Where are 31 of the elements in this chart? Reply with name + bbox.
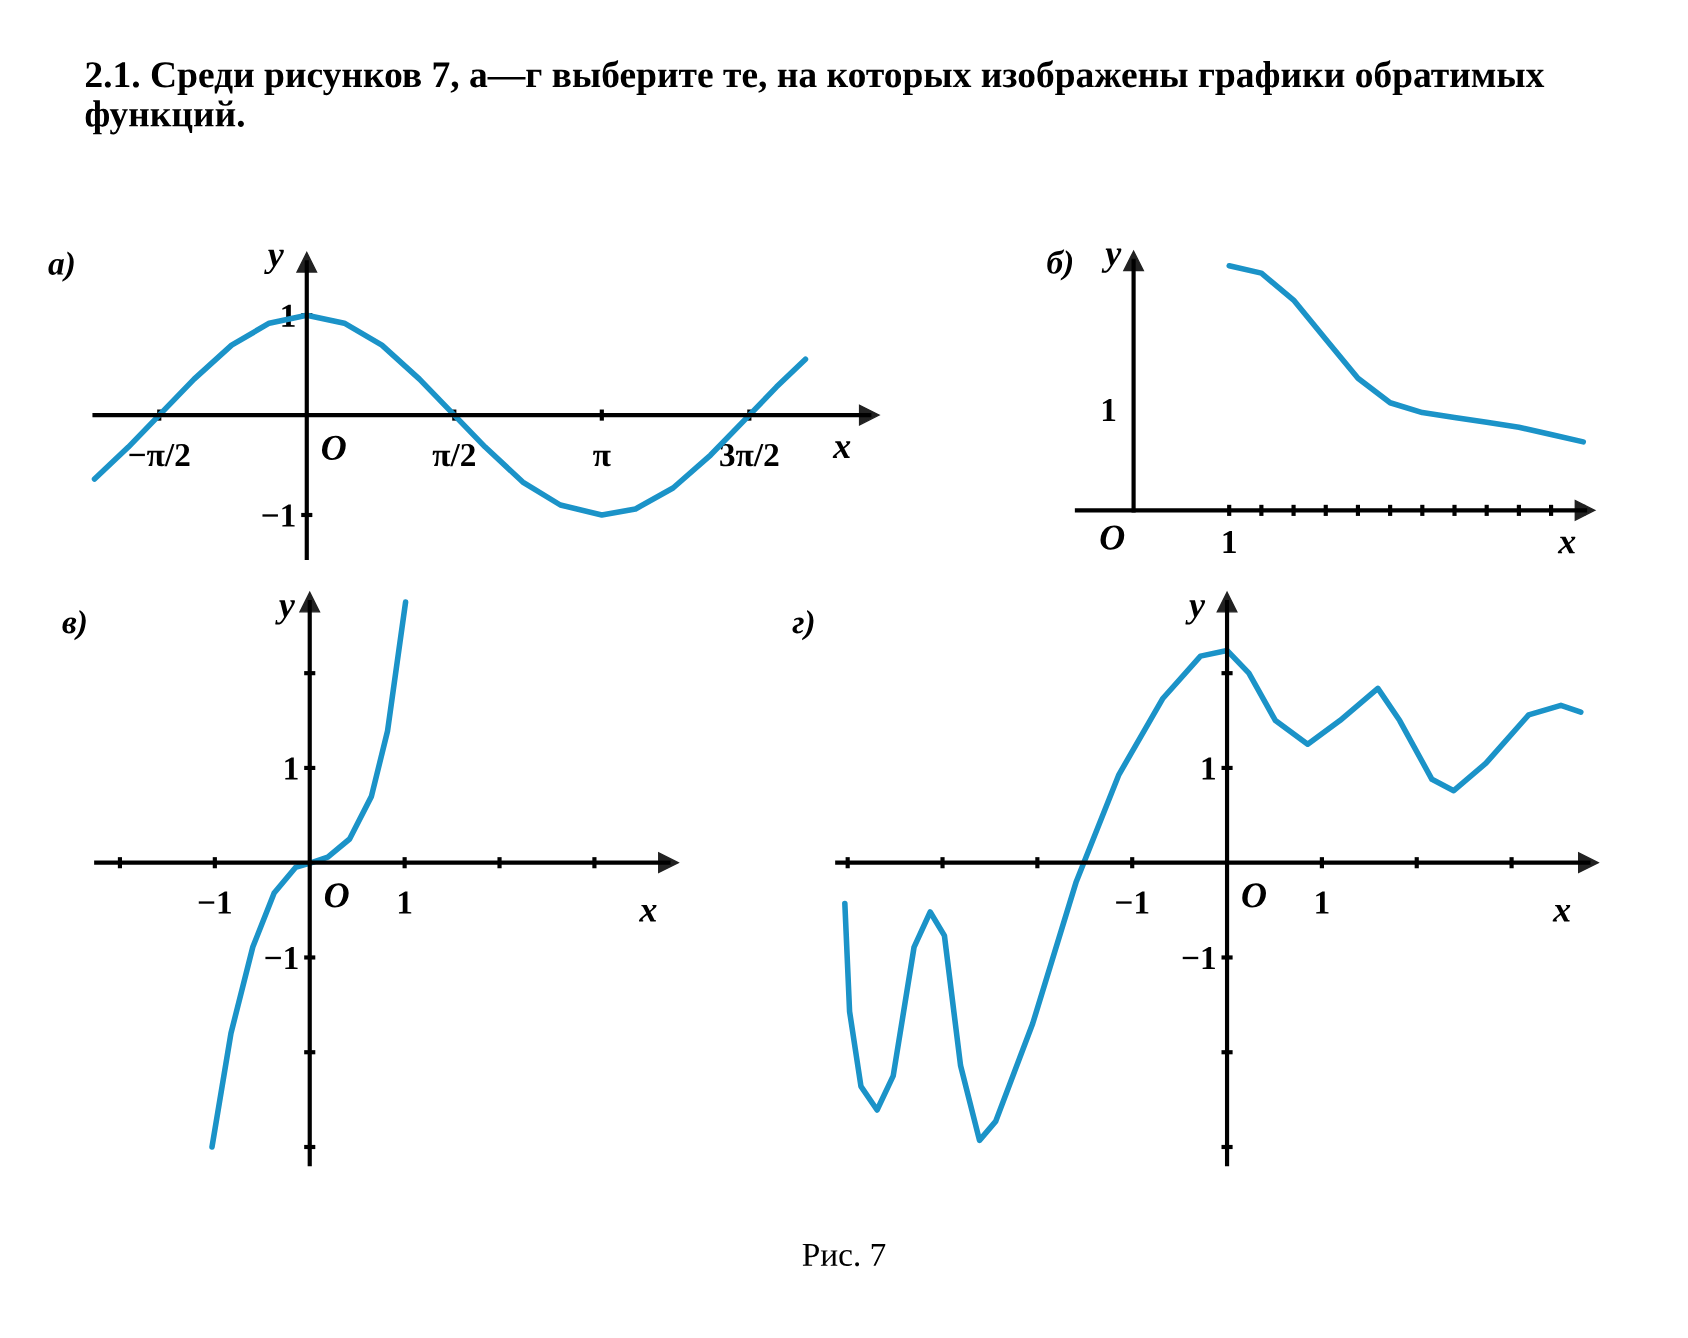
x-tick-label: −1 (198, 891, 231, 914)
x-tick-label: 1 (1316, 891, 1329, 914)
x-axis-title: x (638, 904, 657, 922)
text: 1 (1223, 530, 1236, 553)
y-axis-title: y (1185, 600, 1206, 625)
y-axis-title: y (275, 600, 295, 625)
y-tick-label: −1 (262, 504, 295, 527)
text: O (1100, 525, 1125, 550)
y-axis-title: y (1101, 248, 1122, 273)
y-tick-label: −1 (265, 947, 298, 970)
chart-title: а) (48, 251, 74, 282)
chart-title: в) (62, 609, 86, 641)
x-tick-label: −π/2 (129, 443, 190, 467)
y-tick-label: 1 (285, 757, 298, 780)
x-tick-label: 1 (398, 891, 412, 914)
annotation: O (321, 435, 346, 460)
x-tick-label: π (593, 450, 611, 467)
x-tick-label: π/2 (432, 443, 475, 467)
x-tick-label: −1 (1116, 891, 1149, 914)
text: Рис. 7 (802, 1243, 886, 1267)
chart-title: б) (1047, 249, 1073, 281)
x-axis-title: x (832, 441, 851, 458)
x-axis-title: x (1557, 536, 1576, 554)
text: 2.1. Среди рисунков 7, а—г выберите те, на которых изображены графики обратимых функций. (85, 60, 1545, 135)
y-axis-title: y (264, 249, 284, 275)
x-axis-title: x (1552, 904, 1571, 922)
x-tick-label: 3π/2 (720, 443, 779, 467)
chart-title: г) (792, 609, 814, 641)
annotation: O (324, 883, 349, 908)
annotation: O (1242, 883, 1266, 908)
text: 1 (1102, 399, 1116, 422)
